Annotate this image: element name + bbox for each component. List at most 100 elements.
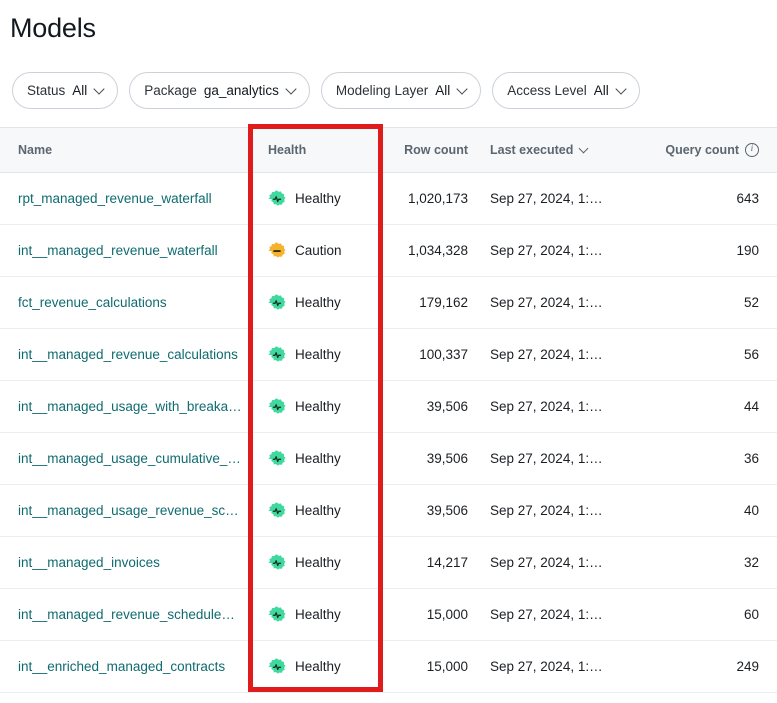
filter-chip-modeling-layer[interactable]: Modeling Layer All — [320, 72, 482, 109]
health-status-label: Healthy — [295, 451, 341, 466]
model-name-link[interactable]: rpt_managed_revenue_waterfall — [18, 191, 212, 206]
model-name-cell: int__managed_revenue_waterfall — [0, 243, 248, 258]
last-executed-cell: Sep 27, 2024, 1:… — [468, 295, 643, 310]
model-name-cell: int__managed_usage_revenue_sc… — [0, 503, 248, 518]
last-executed-value: Sep 27, 2024, 1:… — [490, 399, 603, 414]
query-count-cell: 249 — [736, 659, 759, 674]
model-name-cell: int__managed_revenue_calculations — [0, 347, 248, 362]
healthy-badge-icon — [268, 189, 286, 206]
caution-badge-icon — [268, 241, 286, 258]
health-status-label: Healthy — [295, 295, 341, 310]
table-row[interactable]: int__managed_revenue_waterfall Caution 1,… — [0, 225, 777, 277]
row-count-cell: 14,217 — [426, 555, 468, 570]
filter-chip-package[interactable]: Package ga_analytics — [129, 72, 310, 109]
last-executed-cell: Sep 27, 2024, 1:… — [468, 399, 643, 414]
last-executed-value: Sep 27, 2024, 1:… — [490, 555, 603, 570]
health-cell: Healthy — [248, 501, 383, 520]
last-executed-value: Sep 27, 2024, 1:… — [490, 451, 603, 466]
model-name-cell: int__managed_invoices — [0, 555, 248, 570]
last-executed-cell: Sep 27, 2024, 1:… — [468, 243, 643, 258]
health-cell: Healthy — [248, 189, 383, 208]
health-cell: Healthy — [248, 553, 383, 572]
chevron-down-icon — [580, 144, 589, 153]
healthy-badge-icon — [268, 345, 286, 362]
model-name-link[interactable]: fct_revenue_calculations — [18, 295, 167, 310]
column-header-health[interactable]: Health — [268, 143, 307, 157]
health-cell: Healthy — [248, 657, 383, 676]
column-header-name[interactable]: Name — [18, 143, 53, 157]
model-name-link[interactable]: int__managed_usage_cumulative_… — [18, 451, 241, 466]
models-table: Name Health Row count Last executed Quer… — [0, 127, 777, 693]
last-executed-cell: Sep 27, 2024, 1:… — [468, 451, 643, 466]
info-circle-icon[interactable]: i — [745, 143, 759, 157]
last-executed-value: Sep 27, 2024, 1:… — [490, 659, 603, 674]
table-row[interactable]: int__managed_usage_revenue_sc… Healthy 39… — [0, 485, 777, 537]
model-name-cell: int__managed_revenue_schedule_… — [0, 607, 248, 622]
column-header-row-count[interactable]: Row count — [404, 143, 468, 157]
query-count-cell: 44 — [743, 399, 759, 414]
table-row[interactable]: int__managed_usage_with_breaka… Healthy 3… — [0, 381, 777, 433]
model-name-cell: int__enriched_managed_contracts — [0, 659, 248, 674]
column-header-last-executed-label: Last executed — [490, 143, 574, 157]
healthy-badge-icon — [268, 397, 286, 414]
table-body: rpt_managed_revenue_waterfall Healthy 1,0… — [0, 173, 777, 693]
health-cell: Healthy — [248, 449, 383, 468]
query-count-cell: 56 — [743, 347, 759, 362]
table-row[interactable]: int__enriched_managed_contracts Healthy 1… — [0, 641, 777, 693]
chevron-down-icon — [287, 84, 296, 93]
filter-chip-status-label: Status — [27, 83, 66, 98]
table-row[interactable]: int__managed_revenue_schedule_… Healthy 1… — [0, 589, 777, 641]
query-count-cell: 643 — [736, 191, 759, 206]
model-name-cell: int__managed_usage_with_breaka… — [0, 399, 248, 414]
page-title: Models — [10, 13, 96, 43]
row-count-cell: 39,506 — [426, 451, 468, 466]
model-name-link[interactable]: int__managed_revenue_waterfall — [18, 243, 218, 258]
healthy-badge-icon — [268, 501, 286, 518]
table-row[interactable]: int__managed_revenue_calculations Health… — [0, 329, 777, 381]
model-name-link[interactable]: int__enriched_managed_contracts — [18, 659, 226, 674]
model-name-link[interactable]: int__managed_usage_with_breaka… — [18, 399, 242, 414]
chevron-down-icon — [617, 84, 626, 93]
health-status-label: Healthy — [295, 555, 341, 570]
model-name-link[interactable]: int__managed_invoices — [18, 555, 160, 570]
health-status-label: Healthy — [295, 191, 341, 206]
healthy-badge-icon — [268, 293, 286, 310]
last-executed-value: Sep 27, 2024, 1:… — [490, 191, 603, 206]
model-name-link[interactable]: int__managed_usage_revenue_sc… — [18, 503, 239, 518]
row-count-cell: 39,506 — [426, 399, 468, 414]
healthy-badge-icon — [268, 657, 286, 674]
healthy-badge-icon — [268, 553, 286, 570]
last-executed-value: Sep 27, 2024, 1:… — [490, 347, 603, 362]
model-name-cell: fct_revenue_calculations — [0, 295, 248, 310]
row-count-cell: 1,034,328 — [407, 243, 468, 258]
health-cell: Healthy — [248, 397, 383, 416]
table-row[interactable]: rpt_managed_revenue_waterfall Healthy 1,0… — [0, 173, 777, 225]
healthy-badge-icon — [268, 449, 286, 466]
table-row[interactable]: fct_revenue_calculations Healthy 179,162 S… — [0, 277, 777, 329]
health-status-label: Healthy — [295, 659, 341, 674]
model-name-cell: int__managed_usage_cumulative_… — [0, 451, 248, 466]
model-name-link[interactable]: int__managed_revenue_calculations — [18, 347, 238, 362]
last-executed-value: Sep 27, 2024, 1:… — [490, 503, 603, 518]
model-name-cell: rpt_managed_revenue_waterfall — [0, 191, 248, 206]
column-header-query-count[interactable]: Query count i — [643, 143, 777, 157]
last-executed-value: Sep 27, 2024, 1:… — [490, 243, 603, 258]
query-count-cell: 40 — [743, 503, 759, 518]
filter-chip-access-level-label: Access Level — [507, 83, 587, 98]
filter-chip-status[interactable]: Status All — [12, 72, 119, 109]
model-name-link[interactable]: int__managed_revenue_schedule_… — [18, 607, 242, 622]
filter-chip-package-value: ga_analytics — [203, 83, 279, 98]
row-count-cell: 1,020,173 — [407, 191, 468, 206]
query-count-cell: 60 — [743, 607, 759, 622]
table-row[interactable]: int__managed_usage_cumulative_… Healthy 3… — [0, 433, 777, 485]
table-row[interactable]: int__managed_invoices Healthy 14,217 Sep 2… — [0, 537, 777, 589]
last-executed-cell: Sep 27, 2024, 1:… — [468, 503, 643, 518]
filter-chip-access-level[interactable]: Access Level All — [492, 72, 640, 109]
column-header-last-executed[interactable]: Last executed — [468, 143, 643, 157]
last-executed-cell: Sep 27, 2024, 1:… — [468, 555, 643, 570]
row-count-cell: 100,337 — [419, 347, 468, 362]
query-count-cell: 36 — [743, 451, 759, 466]
health-status-label: Healthy — [295, 399, 341, 414]
chevron-down-icon — [458, 84, 467, 93]
last-executed-cell: Sep 27, 2024, 1:… — [468, 659, 643, 674]
